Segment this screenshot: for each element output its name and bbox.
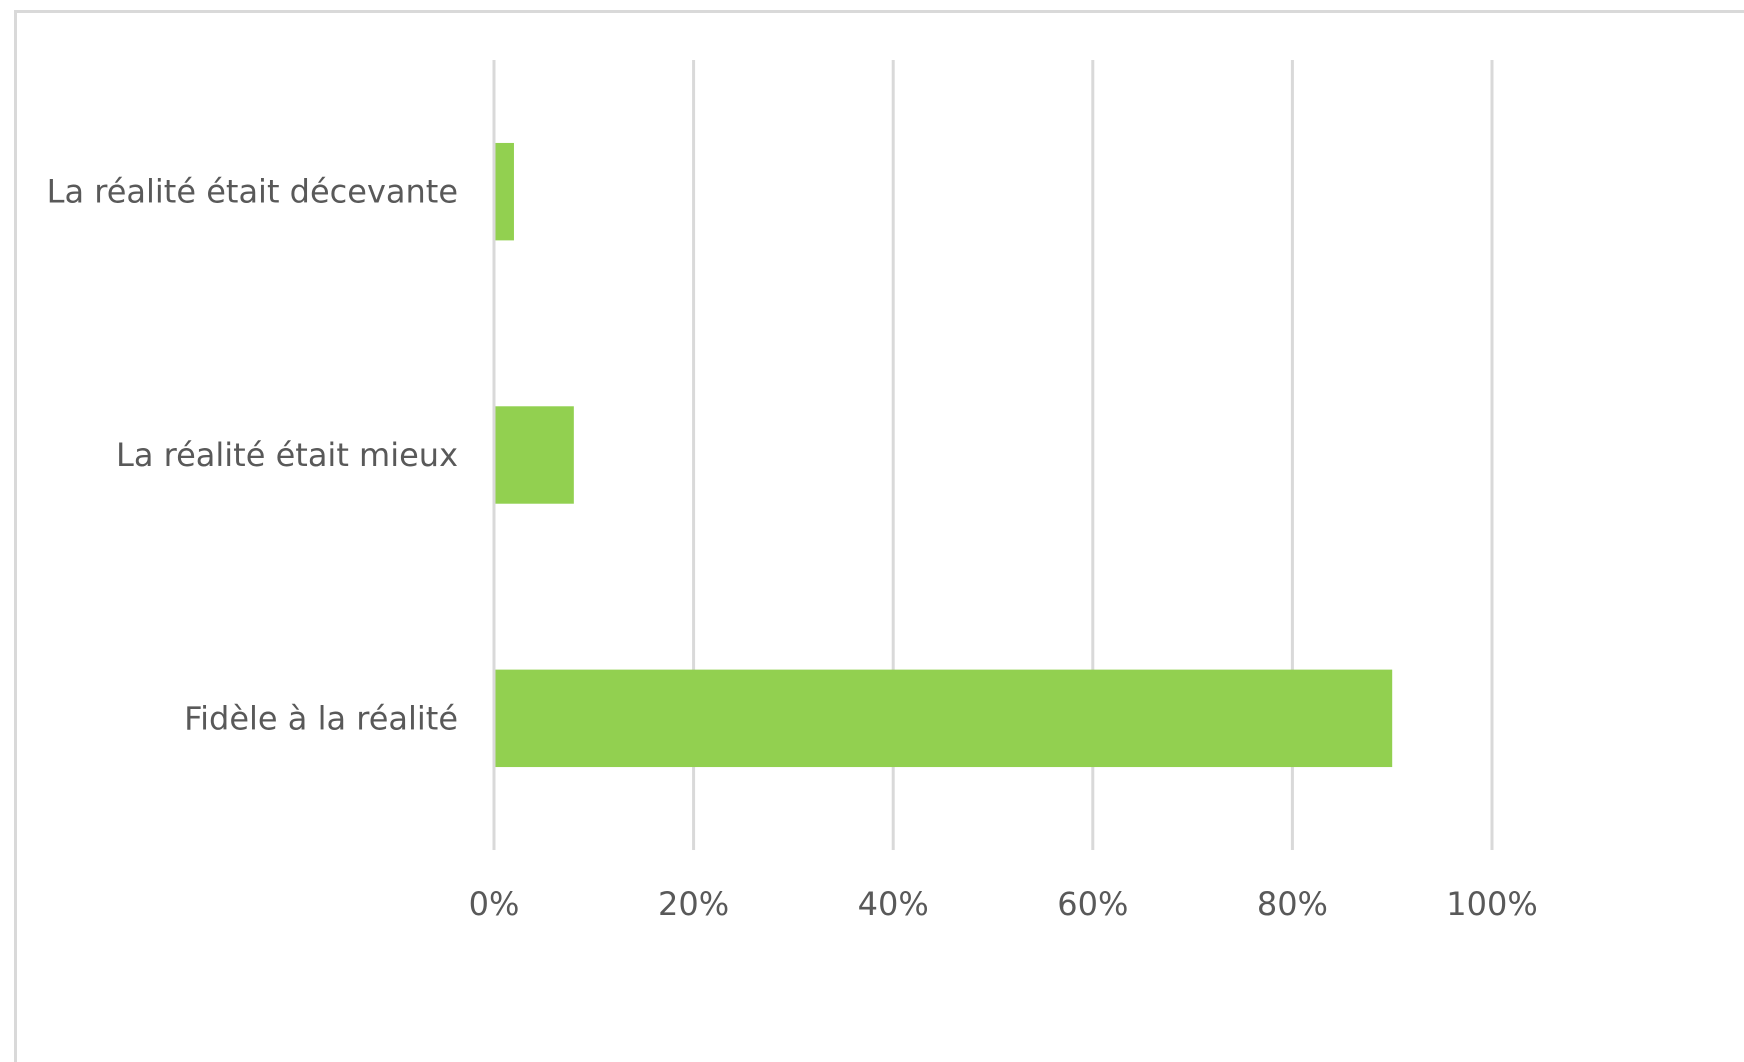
x-tick-label: 20% [658,885,729,923]
x-tick-label: 0% [469,885,520,923]
bar [495,669,1393,768]
category-label: Fidèle à la réalité [184,699,458,737]
category-labels: La réalité était décevante La réalité éta… [47,173,458,738]
bar [495,142,514,241]
x-tick-label: 40% [858,885,929,923]
x-tick-label: 100% [1446,885,1537,923]
x-tick-label: 80% [1257,885,1328,923]
chart-frame [14,10,1744,1062]
x-tick-label: 60% [1057,885,1128,923]
x-axis-tick-labels: 0% 20% 40% 60% 80% 100% [469,885,1538,923]
bar [495,406,574,504]
bars [495,142,1393,768]
category-label: La réalité était mieux [116,436,458,474]
category-label: La réalité était décevante [47,173,458,211]
